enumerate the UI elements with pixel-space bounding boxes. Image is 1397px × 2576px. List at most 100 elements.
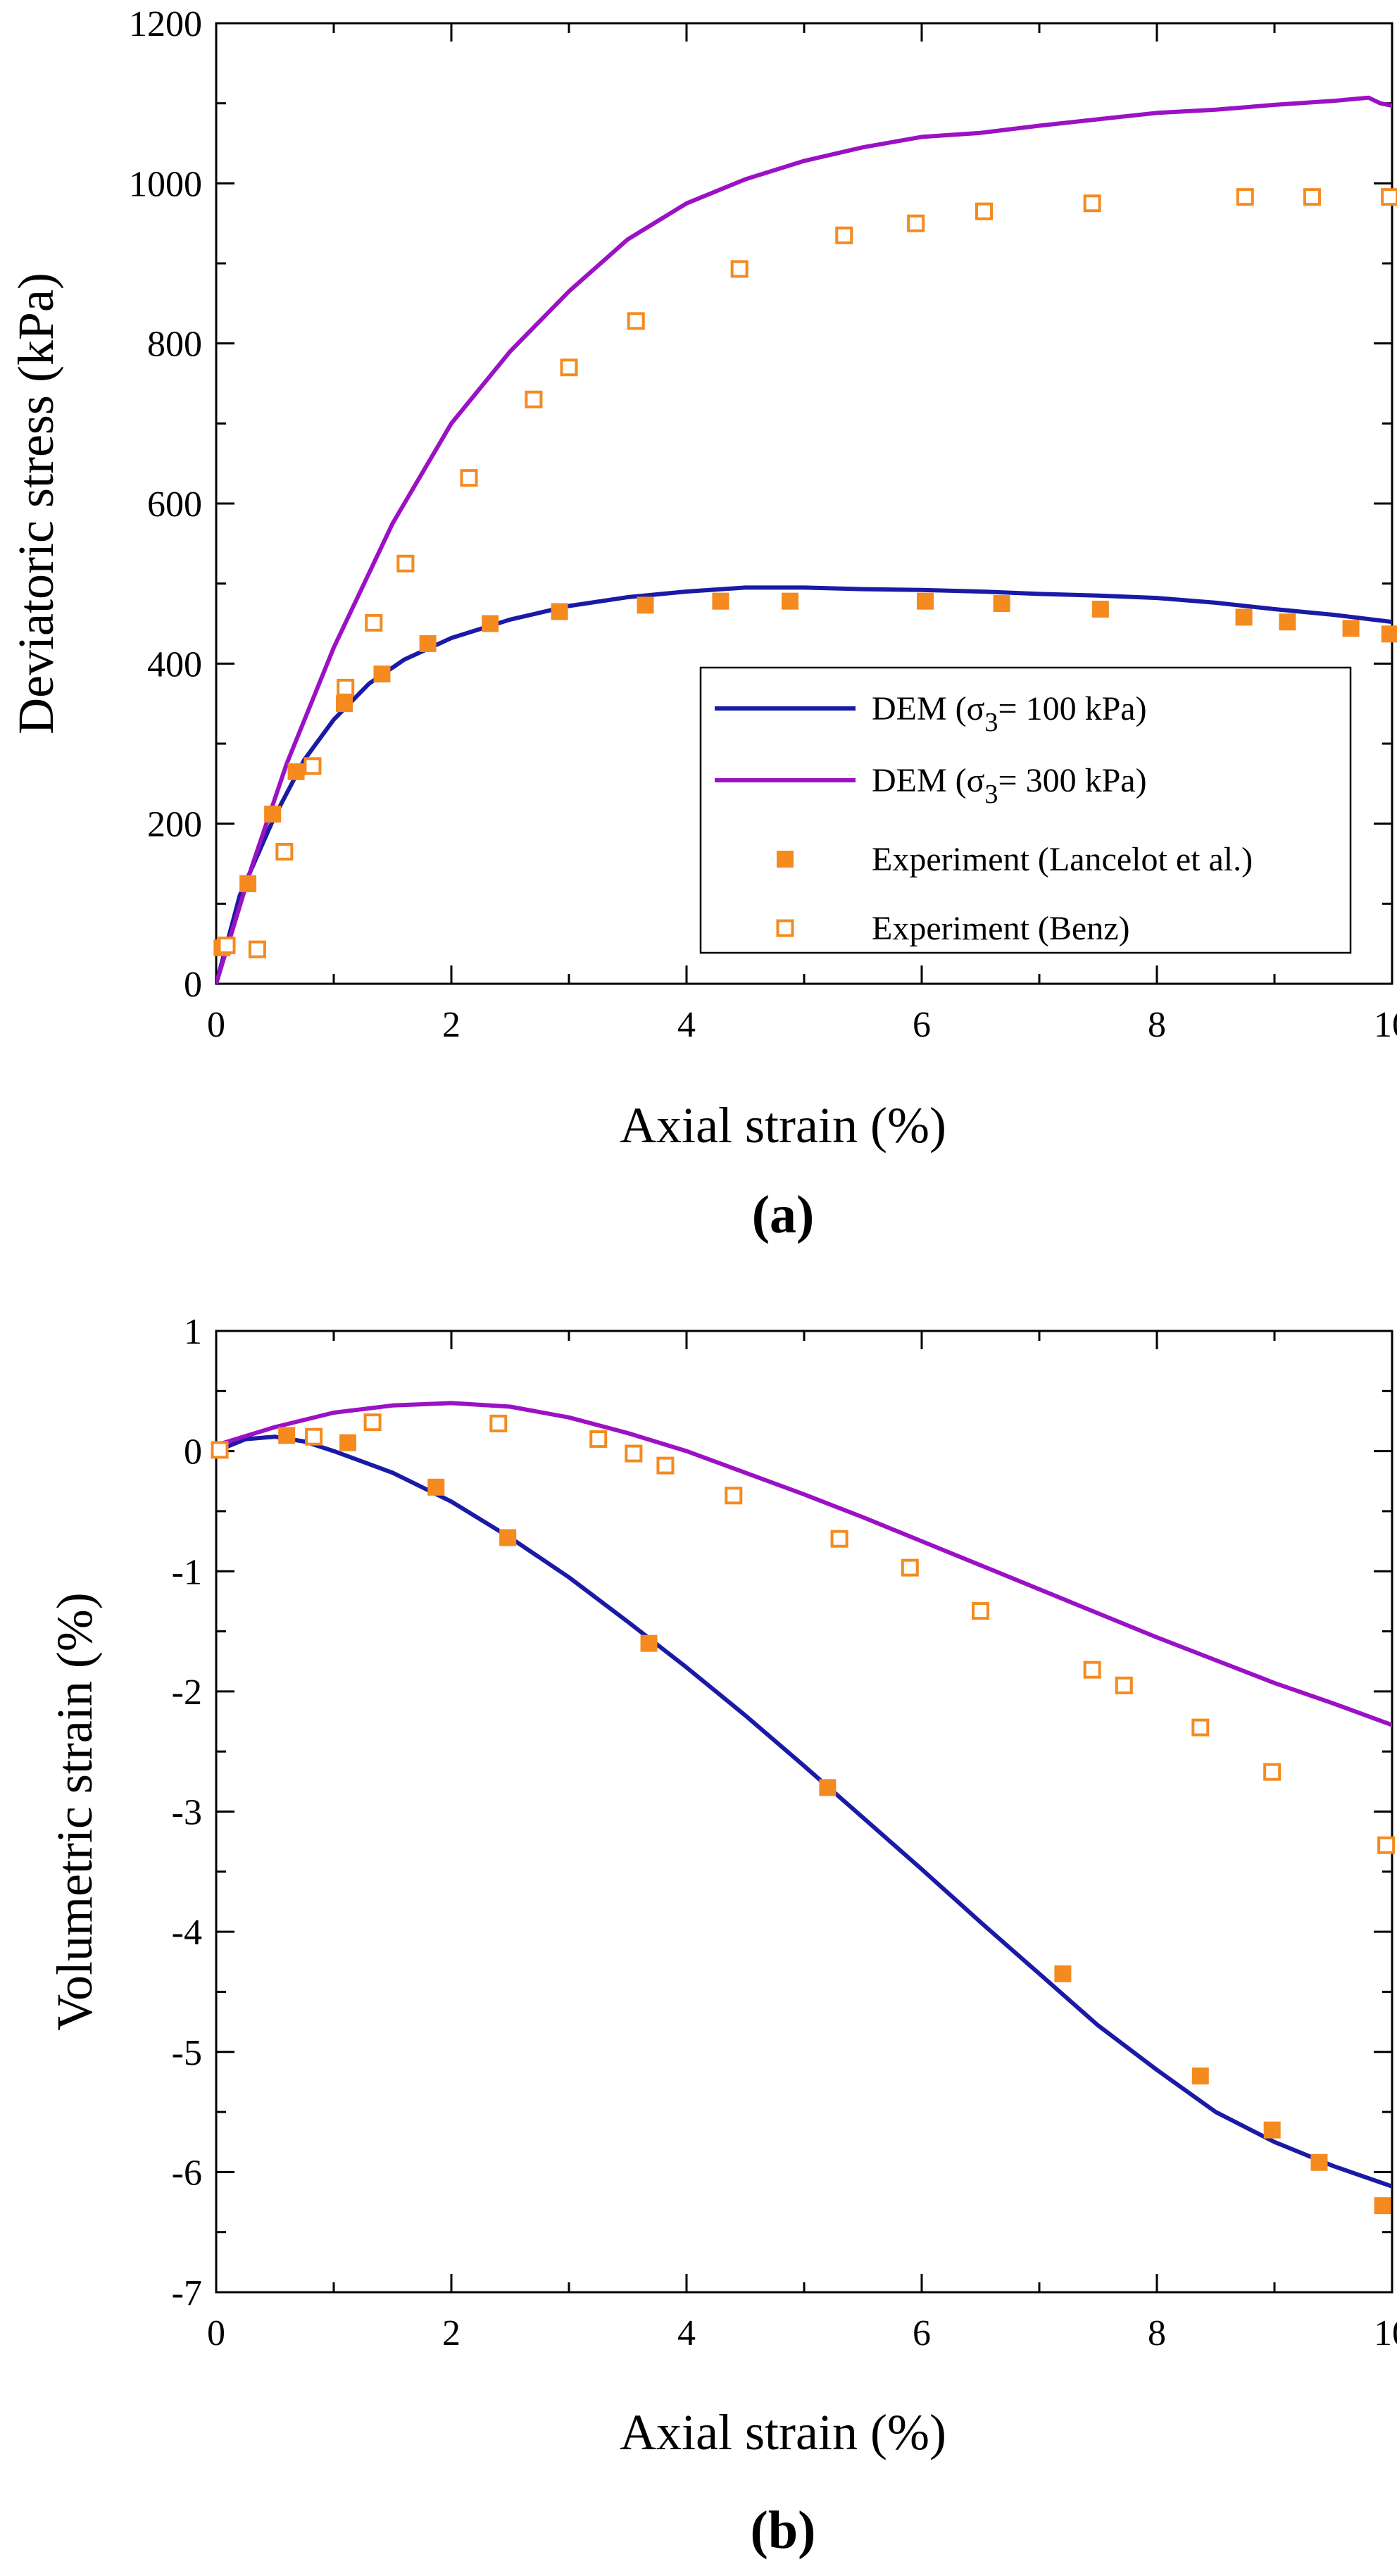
data-point bbox=[819, 1779, 837, 1796]
y-tick-label: 1200 bbox=[129, 4, 202, 44]
data-point bbox=[1054, 1965, 1072, 1982]
series-line-1 bbox=[216, 1401, 1392, 1727]
x-tick-label: 8 bbox=[1148, 1005, 1166, 1045]
data-point bbox=[373, 665, 391, 683]
legend-label-part: DEM (σ bbox=[872, 690, 985, 727]
y-axis-title: Deviatoric stress (kPa) bbox=[8, 273, 64, 734]
data-point bbox=[1310, 2153, 1328, 2171]
data-point bbox=[396, 554, 415, 573]
y-axis-title: Volumetric strain (%) bbox=[46, 1592, 103, 2031]
data-point bbox=[781, 592, 798, 610]
legend-label: Experiment (Benz) bbox=[872, 910, 1130, 947]
data-point bbox=[499, 1529, 517, 1546]
data-point bbox=[627, 312, 645, 330]
data-point bbox=[712, 592, 729, 610]
data-point bbox=[730, 260, 748, 278]
data-point bbox=[1279, 613, 1296, 631]
data-point bbox=[1115, 1676, 1133, 1694]
data-point bbox=[640, 1634, 658, 1652]
data-point bbox=[637, 596, 654, 614]
y-tick-label: 400 bbox=[147, 644, 202, 684]
legend-label: DEM (σ3= 100 kPa) bbox=[872, 690, 1147, 737]
data-point bbox=[1381, 188, 1397, 206]
data-point bbox=[1191, 1718, 1210, 1737]
x-axis-title: Axial strain (%) bbox=[620, 1097, 946, 1153]
legend-label-subscript: 3 bbox=[985, 708, 998, 737]
data-point bbox=[264, 806, 282, 823]
data-point bbox=[248, 940, 266, 958]
x-tick-label: 2 bbox=[442, 2313, 461, 2353]
data-point bbox=[1381, 625, 1397, 643]
legend-label-part: DEM (σ bbox=[872, 762, 985, 799]
data-point bbox=[1083, 194, 1101, 213]
data-point bbox=[560, 358, 578, 377]
y-tick-label: -3 bbox=[172, 1793, 202, 1833]
panel-label: (a) bbox=[752, 1185, 815, 1244]
data-point bbox=[427, 1478, 445, 1496]
y-tick-label: 0 bbox=[184, 1432, 202, 1473]
data-point bbox=[1377, 1836, 1396, 1854]
data-point bbox=[625, 1444, 643, 1463]
y-tick-label: 800 bbox=[147, 325, 202, 365]
data-point bbox=[1083, 1661, 1101, 1679]
y-tick-label: -6 bbox=[172, 2153, 202, 2193]
y-tick-label: 200 bbox=[147, 805, 202, 845]
data-point bbox=[1342, 620, 1360, 637]
series-line-0 bbox=[216, 1434, 1392, 2189]
data-point bbox=[489, 1414, 508, 1432]
legend-marker-swatch bbox=[776, 919, 794, 937]
legend-label-subscript: 3 bbox=[985, 780, 998, 809]
x-tick-label: 0 bbox=[207, 2313, 225, 2353]
data-point bbox=[337, 678, 355, 696]
data-point bbox=[287, 763, 305, 780]
legend-label-part: = 300 kPa) bbox=[998, 762, 1147, 799]
x-tick-label: 4 bbox=[677, 2313, 696, 2353]
data-point bbox=[656, 1456, 675, 1475]
x-tick-label: 6 bbox=[913, 2313, 931, 2353]
y-tick-label: -1 bbox=[172, 1552, 202, 1592]
data-point bbox=[1374, 2197, 1391, 2215]
data-point bbox=[278, 1427, 296, 1444]
data-point bbox=[725, 1487, 743, 1505]
data-point bbox=[589, 1430, 608, 1449]
data-point bbox=[339, 1434, 357, 1451]
data-point bbox=[305, 1427, 323, 1446]
data-point bbox=[365, 613, 383, 632]
data-point bbox=[303, 757, 322, 775]
data-point bbox=[830, 1530, 848, 1548]
y-tick-label: -7 bbox=[172, 2273, 202, 2313]
data-point bbox=[218, 936, 236, 954]
x-tick-label: 2 bbox=[442, 1005, 461, 1045]
data-point bbox=[1191, 2067, 1209, 2084]
y-tick-label: 1 bbox=[184, 1312, 202, 1352]
data-point bbox=[482, 615, 499, 632]
legend-marker-swatch bbox=[777, 851, 794, 868]
data-point bbox=[1236, 188, 1254, 206]
legend-label: DEM (σ3= 300 kPa) bbox=[872, 762, 1147, 809]
x-axis-title: Axial strain (%) bbox=[620, 2404, 946, 2461]
data-point bbox=[907, 214, 925, 232]
x-tick-label: 0 bbox=[207, 1005, 225, 1045]
legend-label: Experiment (Lancelot et al.) bbox=[872, 841, 1253, 878]
y-tick-label: -2 bbox=[172, 1672, 202, 1713]
data-point bbox=[917, 592, 934, 610]
y-tick-label: -4 bbox=[172, 1913, 202, 1953]
legend: DEM (σ3= 100 kPa)DEM (σ3= 300 kPa)Experi… bbox=[699, 666, 1352, 954]
panel-label: (b) bbox=[751, 2501, 816, 2560]
series-line-1 bbox=[216, 95, 1392, 984]
data-point bbox=[835, 226, 853, 244]
series-line-0 bbox=[216, 585, 1392, 984]
plot-frame bbox=[215, 1330, 1393, 2294]
chart-panel-a: 0 2 4 6 8 10 0 200 400 600 800 1000 1200 Axial strain… bbox=[8, 4, 1397, 1244]
data-point bbox=[975, 202, 994, 220]
data-point bbox=[239, 875, 257, 892]
legend-box bbox=[699, 666, 1352, 954]
data-point bbox=[972, 1602, 989, 1620]
data-point bbox=[419, 634, 437, 652]
y-tick-label: 0 bbox=[184, 965, 202, 1005]
legend-label-part: = 100 kPa) bbox=[998, 690, 1147, 727]
x-tick-label: 6 bbox=[913, 1005, 931, 1045]
data-point bbox=[460, 469, 478, 487]
data-point bbox=[1091, 601, 1109, 618]
